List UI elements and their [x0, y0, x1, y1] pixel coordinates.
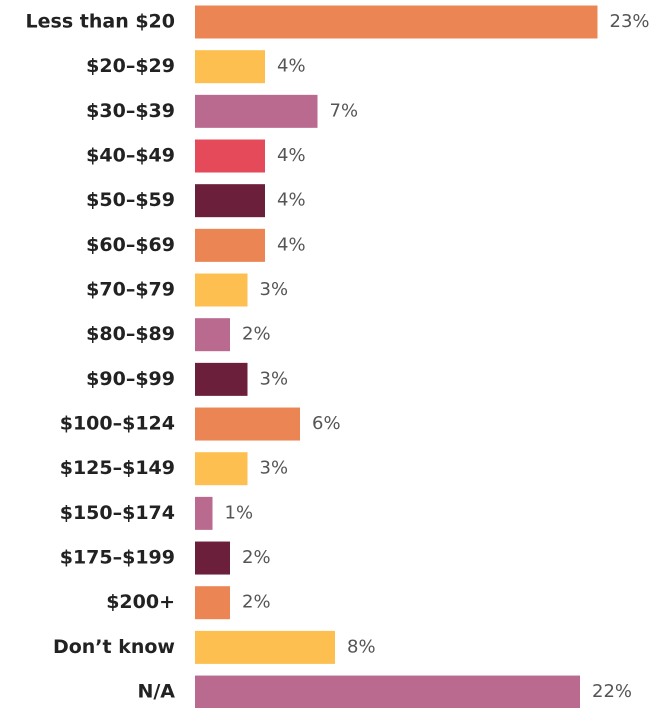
- category-label: $80–$89: [86, 323, 175, 345]
- bar: [195, 94, 318, 128]
- bar: [195, 407, 300, 441]
- bar: [195, 541, 230, 575]
- category-label: $50–$59: [86, 189, 175, 211]
- category-label: $125–$149: [60, 457, 175, 479]
- bar: [195, 318, 230, 352]
- bar: [195, 228, 265, 262]
- value-label: 1%: [225, 502, 254, 523]
- value-label: 3%: [260, 458, 289, 479]
- bar: [195, 362, 248, 396]
- value-label: 6%: [312, 413, 341, 434]
- bar: [195, 139, 265, 173]
- category-label: Don’t know: [53, 636, 175, 658]
- value-label: 4%: [277, 234, 306, 255]
- category-label: $175–$199: [60, 547, 175, 569]
- category-label: Less than $20: [26, 11, 175, 33]
- value-label: 4%: [277, 190, 306, 211]
- value-label: 3%: [260, 279, 289, 300]
- value-label: 2%: [242, 547, 271, 568]
- category-label: N/A: [137, 681, 175, 703]
- category-label: $30–$39: [86, 100, 175, 122]
- category-label: $20–$29: [86, 55, 175, 77]
- category-label: $200+: [106, 591, 175, 613]
- bar: [195, 586, 230, 620]
- bar: [195, 5, 598, 39]
- value-label: 23%: [610, 11, 650, 32]
- category-label: $60–$69: [86, 234, 175, 256]
- bar: [195, 50, 265, 84]
- bar: [195, 184, 265, 218]
- value-label: 4%: [277, 145, 306, 166]
- bar: [195, 675, 580, 708]
- category-label: $40–$49: [86, 145, 175, 167]
- value-label: 8%: [347, 636, 376, 657]
- value-label: 3%: [260, 368, 289, 389]
- value-label: 2%: [242, 592, 271, 613]
- category-label: $90–$99: [86, 368, 175, 390]
- category-label: $150–$174: [60, 502, 175, 524]
- bar: [195, 630, 335, 664]
- value-label: 4%: [277, 56, 306, 77]
- category-label: $100–$124: [60, 413, 175, 435]
- value-label: 22%: [592, 681, 632, 702]
- value-label: 7%: [330, 100, 359, 121]
- value-label: 2%: [242, 324, 271, 345]
- bar: [195, 496, 213, 530]
- bar: [195, 273, 248, 307]
- category-label: $70–$79: [86, 279, 175, 301]
- bar: [195, 452, 248, 486]
